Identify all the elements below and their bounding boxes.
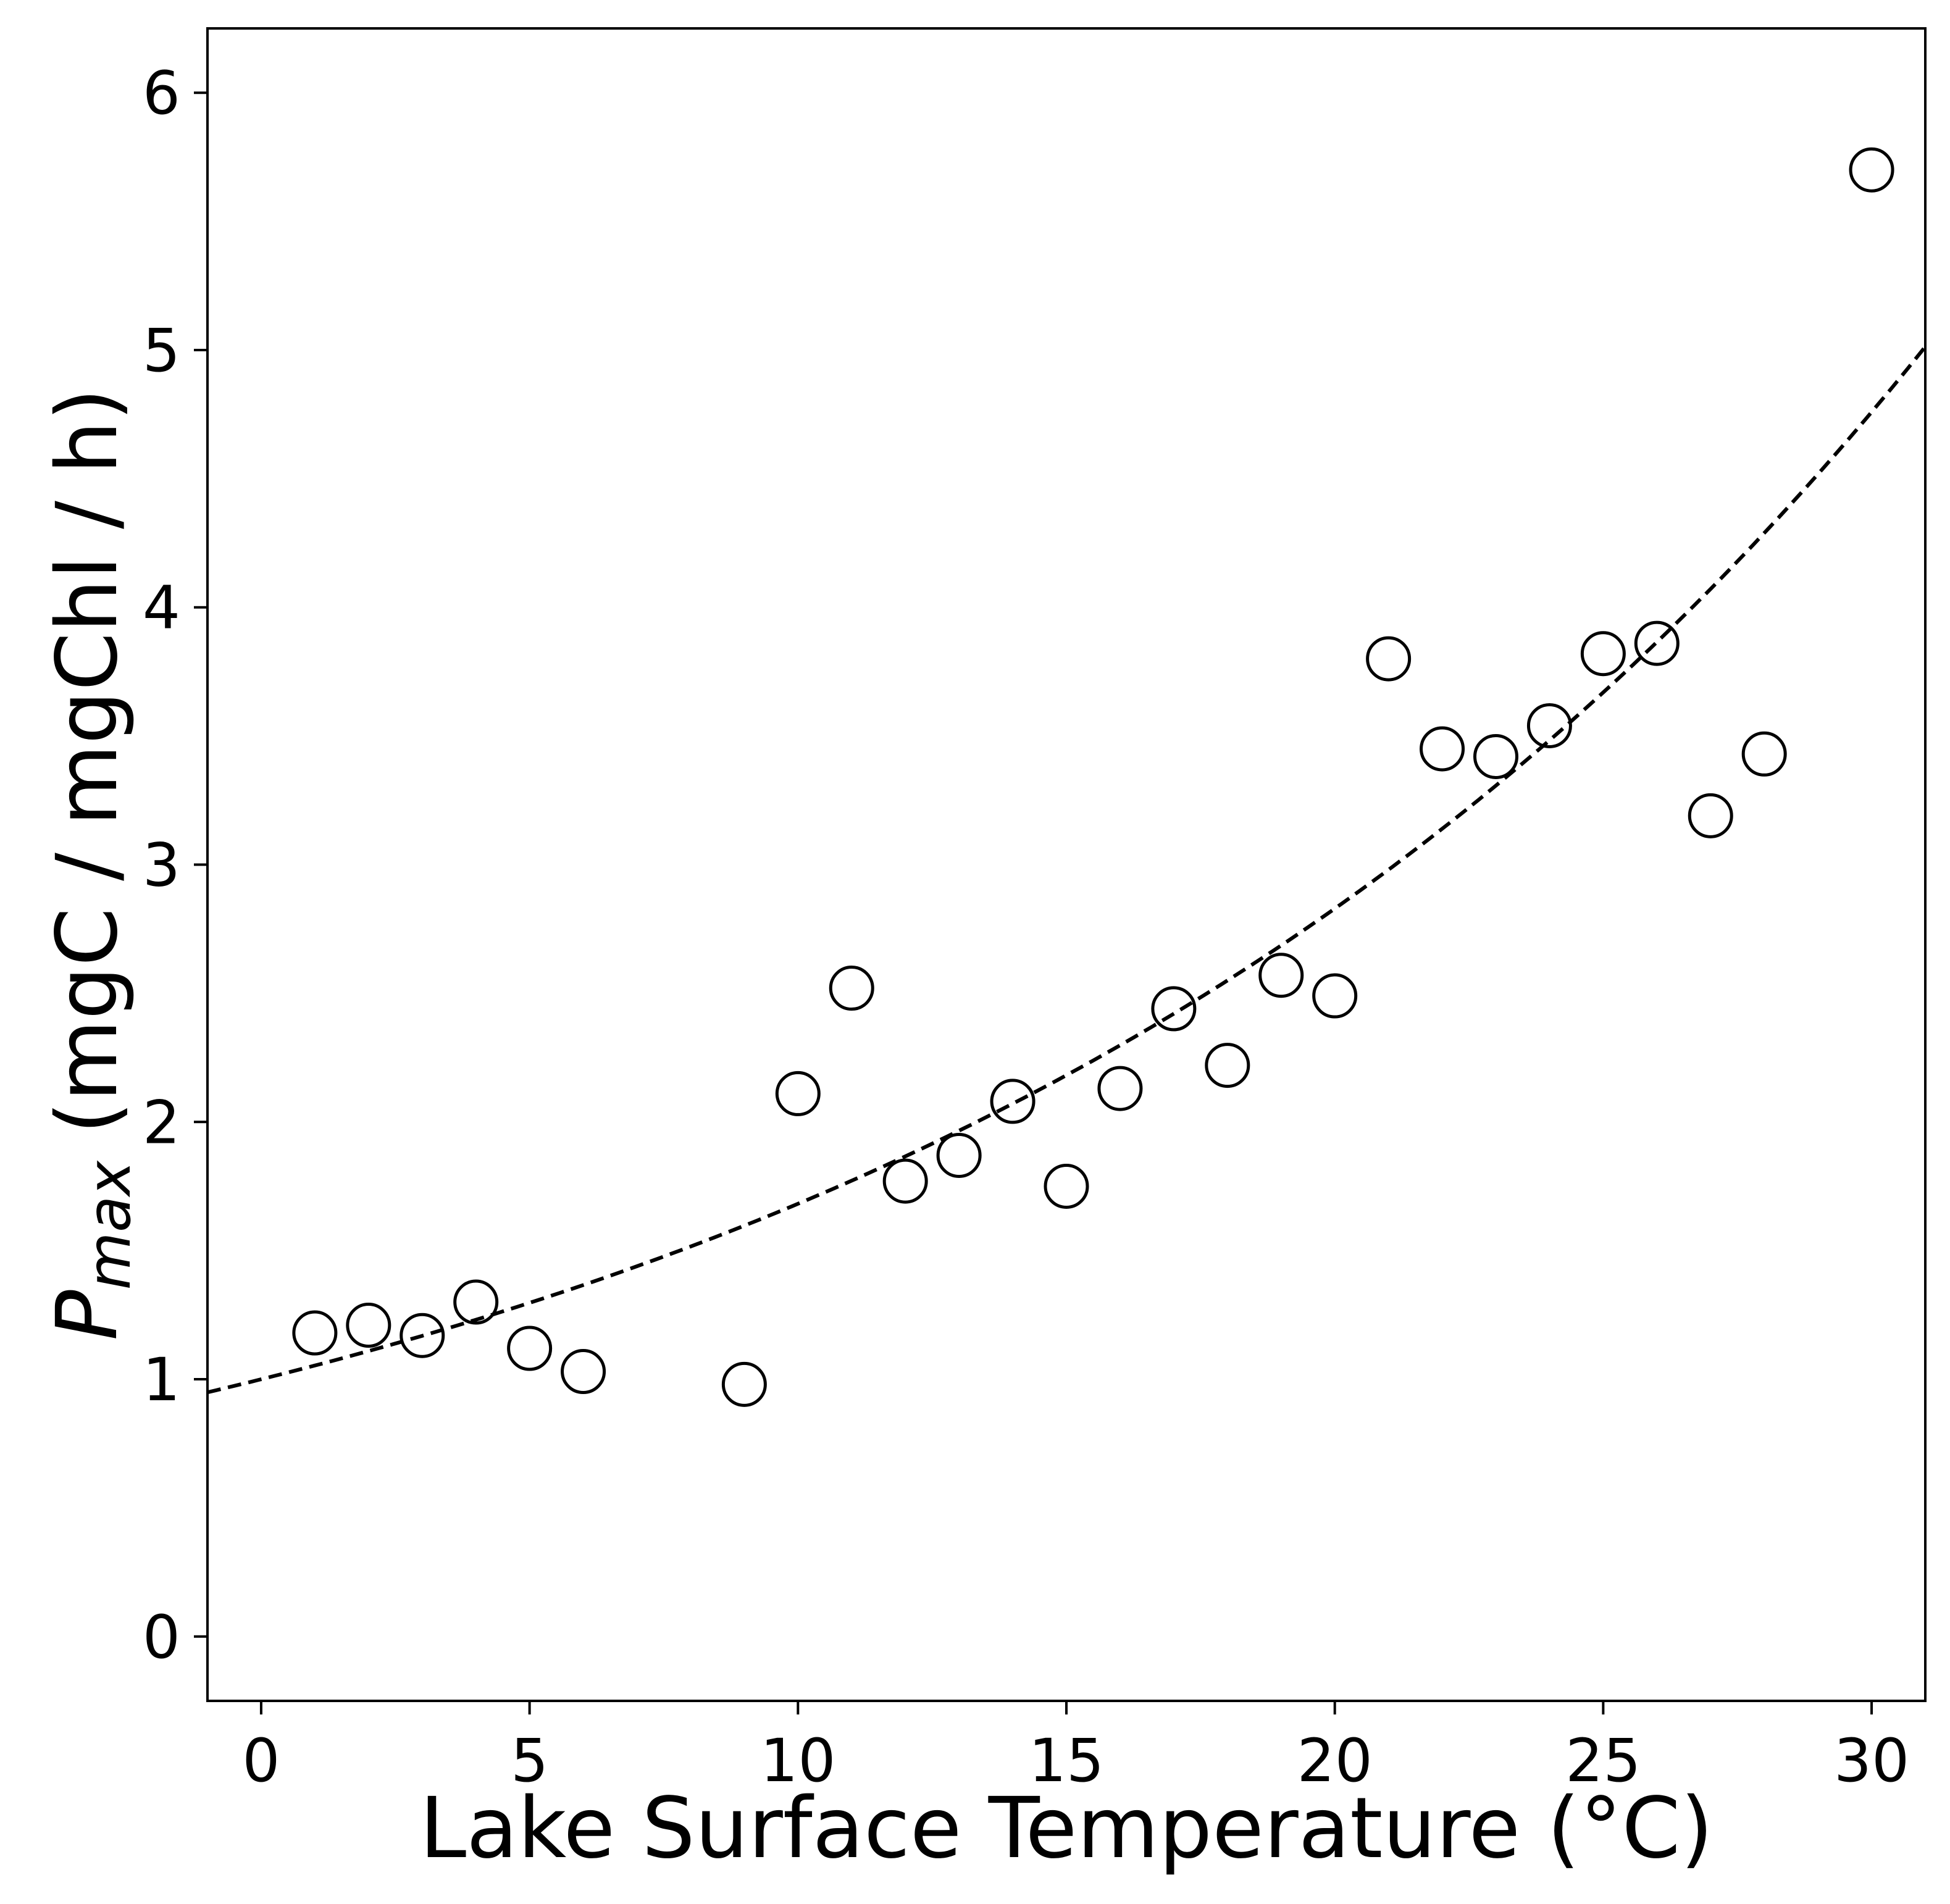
x-tick-label: 30	[1834, 1726, 1909, 1795]
scatter-point	[829, 966, 874, 1011]
scatter-point	[882, 1158, 928, 1204]
x-tick-label: 20	[1297, 1726, 1373, 1795]
scatter-point	[1526, 703, 1572, 748]
scatter-point	[1688, 793, 1733, 838]
scatter-point	[1312, 973, 1358, 1019]
y-axis: 0 1 2 3 4 5 6	[143, 59, 207, 1672]
x-axis: 0 5 10 15 20 25 30	[242, 1701, 1909, 1795]
scatter-point	[1366, 636, 1412, 682]
scatter-point	[990, 1079, 1036, 1124]
scatter-point	[1849, 147, 1894, 193]
y-axis-title: Pmax (mgC / mgChl / h)	[39, 388, 144, 1341]
x-tick-label: 25	[1565, 1726, 1641, 1795]
scatter-point	[1634, 620, 1680, 666]
y-axis-title-symbol: P	[39, 1290, 136, 1340]
scatter-point	[400, 1313, 445, 1358]
scatter-point	[1205, 1043, 1250, 1088]
y-tick-label: 1	[143, 1345, 180, 1414]
scatter-point	[561, 1349, 606, 1395]
x-tick-label: 15	[1029, 1726, 1104, 1795]
y-tick-label: 4	[143, 574, 180, 643]
scatter-point	[1044, 1163, 1089, 1209]
scatter-point	[1420, 726, 1465, 772]
scatter-point	[453, 1279, 499, 1325]
scatter-point	[346, 1303, 391, 1348]
scatter-point	[721, 1361, 767, 1407]
y-tick-label: 3	[143, 831, 180, 900]
x-tick-label: 10	[760, 1726, 835, 1795]
plot-area	[207, 147, 1925, 1407]
scatter-point	[1097, 1066, 1143, 1111]
x-tick-label: 0	[242, 1726, 280, 1795]
y-axis-title-subscript: max	[75, 1160, 144, 1290]
scatter-point	[1151, 986, 1197, 1032]
scatter-point	[936, 1132, 982, 1178]
y-tick-label: 6	[143, 59, 180, 128]
scatter-point	[507, 1326, 553, 1371]
y-tick-label: 2	[143, 1088, 180, 1157]
scatter-point	[292, 1310, 338, 1356]
x-tick-label: 5	[511, 1726, 548, 1795]
y-tick-label: 5	[143, 316, 180, 385]
y-axis-title-units: (mgC / mgChl / h)	[39, 388, 136, 1161]
scatter-point	[1258, 953, 1304, 998]
scatter-point	[775, 1071, 821, 1116]
scatter-point	[1580, 631, 1626, 677]
scatter-point	[1473, 733, 1518, 779]
scatter-point	[1741, 731, 1787, 777]
x-axis-title: Lake Surface Temperature (°C)	[419, 1780, 1713, 1877]
y-tick-label: 0	[143, 1603, 180, 1672]
